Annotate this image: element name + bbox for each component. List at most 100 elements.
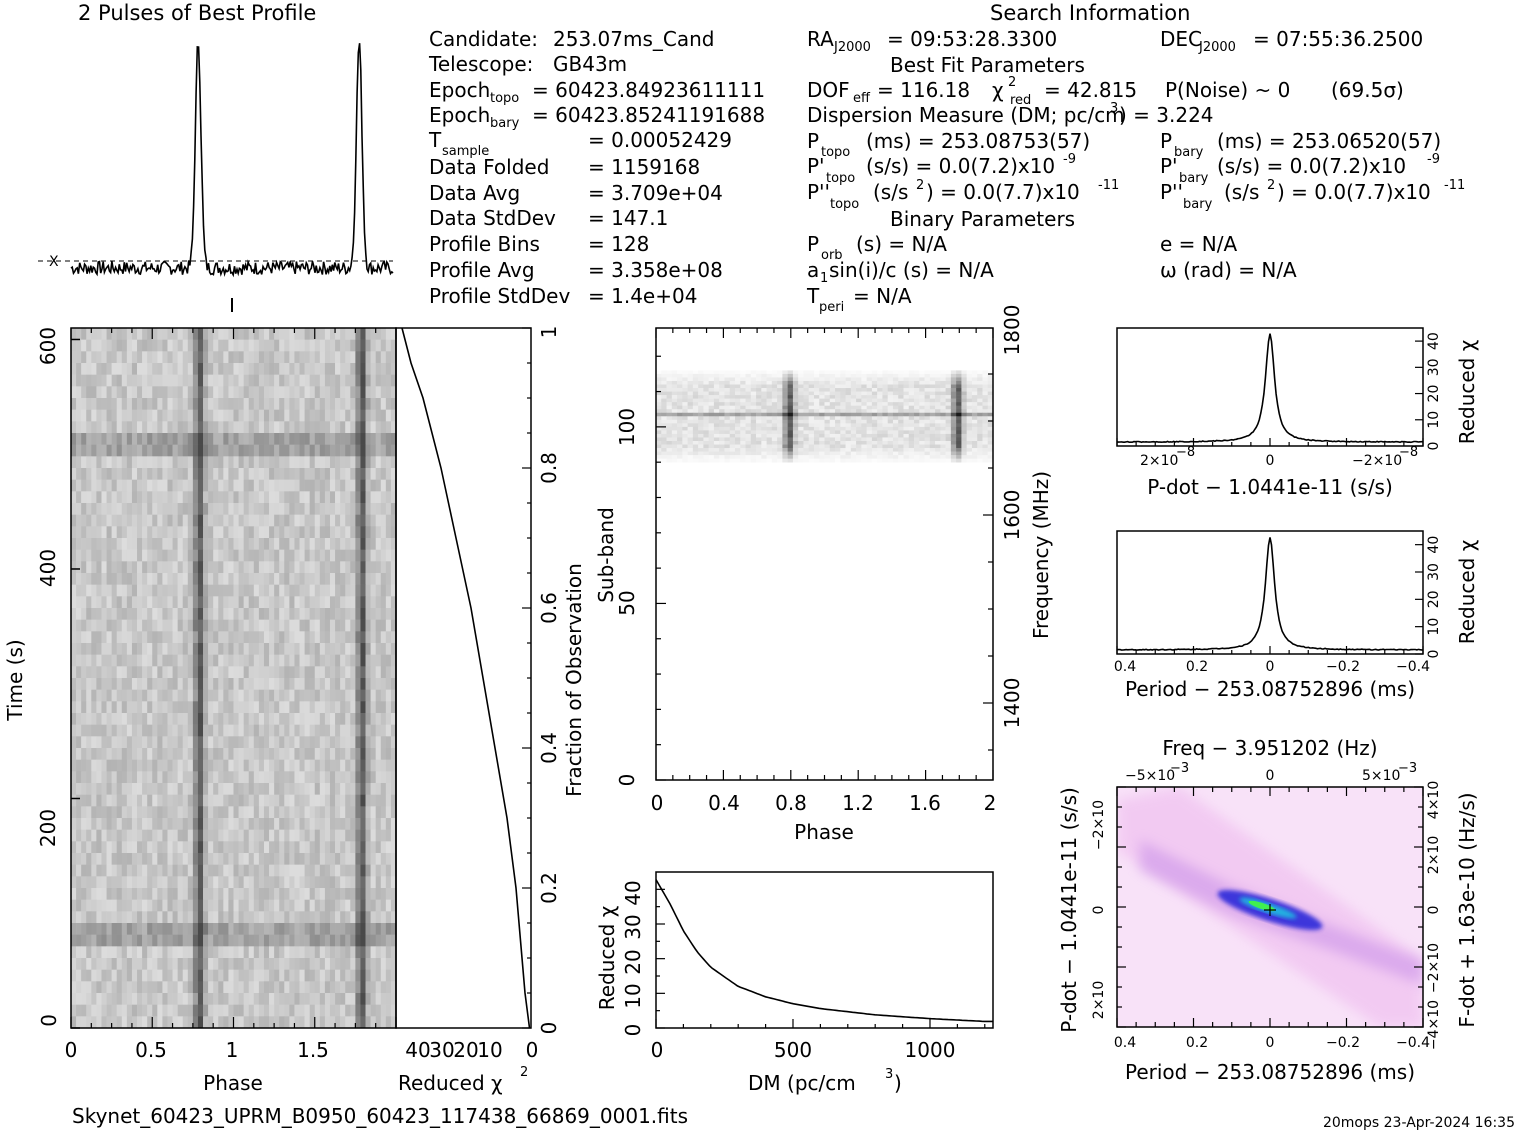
tp-cell xyxy=(182,561,189,574)
tp-cell xyxy=(142,759,148,772)
tp-cell xyxy=(121,748,128,760)
sb-cell xyxy=(982,416,989,421)
tp-cell xyxy=(157,421,163,434)
tp-cell xyxy=(203,561,209,574)
tp-cell xyxy=(76,946,82,959)
folded-label: Data Folded xyxy=(429,155,549,179)
sb-cell xyxy=(756,380,762,385)
tp-cell xyxy=(213,538,219,550)
tp-cell xyxy=(335,783,341,795)
sb-cell xyxy=(866,416,873,421)
tp-cell xyxy=(162,759,168,772)
tp-cell xyxy=(101,783,107,795)
tp-cell xyxy=(126,573,133,585)
tp-cell xyxy=(162,573,168,585)
tp-cell xyxy=(258,328,265,340)
tp-cell xyxy=(96,409,102,422)
tp-cell xyxy=(218,946,224,959)
tp-cell xyxy=(101,911,107,924)
tp-cell xyxy=(253,841,260,854)
tp-cell xyxy=(304,701,310,714)
tp-cell xyxy=(299,771,305,784)
tp-cell xyxy=(101,374,107,387)
tp-cell xyxy=(248,526,255,539)
sb-cell xyxy=(756,373,762,378)
tp-cell xyxy=(269,619,275,632)
tp-cell xyxy=(329,888,336,900)
tp-cell xyxy=(192,468,199,480)
tp-cell xyxy=(238,841,244,854)
tp-cell xyxy=(121,619,128,632)
tp-cell xyxy=(228,853,234,865)
tp-cell xyxy=(162,514,168,527)
tp-cell xyxy=(71,351,77,364)
sb-cell xyxy=(935,370,941,375)
tp-cell xyxy=(329,573,336,585)
dec-label: DEC xyxy=(1160,27,1202,51)
tp-cell xyxy=(152,958,158,970)
tp-cell xyxy=(263,468,270,480)
tp-cell xyxy=(370,339,376,352)
tp-cell xyxy=(81,328,87,340)
tp-cell xyxy=(314,503,321,515)
tp-cell xyxy=(71,363,77,375)
sb-cell xyxy=(940,370,946,375)
tp-cell xyxy=(157,993,163,1005)
sb-cell xyxy=(713,409,720,414)
tp-cell xyxy=(152,479,158,492)
tp-cell xyxy=(274,876,280,889)
tp-cell xyxy=(243,701,250,714)
tp-cell xyxy=(380,339,387,352)
tp-cell xyxy=(360,713,366,725)
sb-cell xyxy=(908,405,915,410)
sb-cell xyxy=(708,412,715,417)
sb-cell xyxy=(971,380,978,385)
tp-cell xyxy=(223,421,229,434)
tp-cell xyxy=(370,1004,376,1017)
tp-cell xyxy=(208,829,214,842)
tp-cell xyxy=(91,433,97,445)
tp-cell xyxy=(76,794,82,807)
tp-cell xyxy=(152,363,158,375)
tp-cell xyxy=(335,666,341,679)
sb-cell xyxy=(777,380,783,385)
sb-cell xyxy=(761,405,767,410)
sb-cell xyxy=(803,377,810,382)
tp-cell xyxy=(223,363,229,375)
tp-cell xyxy=(248,841,255,854)
tp-cell xyxy=(345,899,351,912)
tp-cell xyxy=(177,608,184,620)
sb-cell xyxy=(698,373,704,378)
tp-cell xyxy=(279,689,285,702)
tp-cell xyxy=(370,969,376,982)
sb-cell xyxy=(950,384,957,389)
tp-cell xyxy=(350,386,356,399)
sb-cell xyxy=(898,373,904,378)
tp-cell xyxy=(319,538,326,550)
tp-cell xyxy=(309,853,316,865)
tp-cell xyxy=(299,538,305,550)
sb-cell xyxy=(845,409,852,414)
tp-cell xyxy=(177,794,184,807)
sb-cell xyxy=(787,419,794,424)
tp-cell xyxy=(289,736,295,749)
sb-cell xyxy=(919,405,925,410)
tp-cell xyxy=(192,794,199,807)
tp-cell xyxy=(340,923,346,935)
tp-cell xyxy=(355,981,361,994)
sb-cell xyxy=(713,388,720,392)
tp-cell xyxy=(314,631,321,644)
sb-cell xyxy=(698,391,704,396)
sb-cell xyxy=(824,380,831,385)
tp-cell xyxy=(355,584,361,597)
tp-cell xyxy=(355,526,361,539)
tp-cell xyxy=(111,526,118,539)
tp-cell xyxy=(137,713,143,725)
tp-cell xyxy=(319,339,326,352)
sb-cell xyxy=(861,419,867,424)
sb-cell xyxy=(819,405,825,410)
chi-symbol: χ xyxy=(992,78,1004,102)
tp-cell xyxy=(289,631,295,644)
tp-cell xyxy=(340,643,346,655)
tp-cell xyxy=(304,421,310,434)
